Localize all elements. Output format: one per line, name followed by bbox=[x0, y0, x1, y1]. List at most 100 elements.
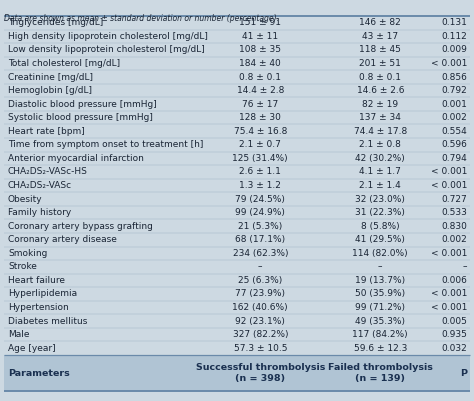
Bar bbox=[4, 301, 470, 314]
Text: 0.792: 0.792 bbox=[441, 86, 467, 95]
Text: Triglycerides [mg/dL]: Triglycerides [mg/dL] bbox=[8, 18, 103, 27]
Text: 162 (40.6%): 162 (40.6%) bbox=[232, 303, 288, 312]
Text: < 0.001: < 0.001 bbox=[430, 249, 467, 258]
Text: 0.001: 0.001 bbox=[441, 99, 467, 109]
Text: 99 (71.2%): 99 (71.2%) bbox=[356, 303, 405, 312]
Text: 125 (31.4%): 125 (31.4%) bbox=[232, 154, 288, 163]
Text: 184 ± 40: 184 ± 40 bbox=[239, 59, 281, 68]
Bar bbox=[4, 57, 470, 70]
Text: Anterior myocardial infarction: Anterior myocardial infarction bbox=[8, 154, 144, 163]
Text: Diabetes mellitus: Diabetes mellitus bbox=[8, 317, 87, 326]
Text: 8 (5.8%): 8 (5.8%) bbox=[361, 222, 400, 231]
Text: P: P bbox=[460, 369, 467, 377]
Text: 50 (35.9%): 50 (35.9%) bbox=[355, 290, 405, 298]
Text: 92 (23.1%): 92 (23.1%) bbox=[236, 317, 285, 326]
Text: 128 ± 30: 128 ± 30 bbox=[239, 113, 281, 122]
Text: 0.002: 0.002 bbox=[441, 235, 467, 244]
Text: Systolic blood pressure [mmHg]: Systolic blood pressure [mmHg] bbox=[8, 113, 153, 122]
Bar bbox=[4, 16, 470, 30]
Text: 201 ± 51: 201 ± 51 bbox=[359, 59, 401, 68]
Bar bbox=[4, 179, 470, 192]
Text: 2.1 ± 1.4: 2.1 ± 1.4 bbox=[359, 181, 401, 190]
Text: 57.3 ± 10.5: 57.3 ± 10.5 bbox=[234, 344, 287, 353]
Text: Total cholesterol [mg/dL]: Total cholesterol [mg/dL] bbox=[8, 59, 120, 68]
Bar bbox=[4, 314, 470, 328]
Text: 0.727: 0.727 bbox=[441, 194, 467, 204]
Text: < 0.001: < 0.001 bbox=[430, 59, 467, 68]
Text: Heart rate [bpm]: Heart rate [bpm] bbox=[8, 127, 85, 136]
Text: 59.6 ± 12.3: 59.6 ± 12.3 bbox=[354, 344, 407, 353]
Text: 0.005: 0.005 bbox=[441, 317, 467, 326]
Text: 114 (82.0%): 114 (82.0%) bbox=[353, 249, 408, 258]
Bar bbox=[4, 328, 470, 341]
Bar bbox=[4, 43, 470, 57]
Text: –: – bbox=[258, 262, 263, 271]
Text: 14.6 ± 2.6: 14.6 ± 2.6 bbox=[356, 86, 404, 95]
Bar bbox=[4, 260, 470, 273]
Bar bbox=[4, 70, 470, 84]
Bar bbox=[4, 192, 470, 206]
Text: 2.1 ± 0.7: 2.1 ± 0.7 bbox=[239, 140, 281, 149]
Text: 14.4 ± 2.8: 14.4 ± 2.8 bbox=[237, 86, 284, 95]
Bar bbox=[4, 287, 470, 301]
Bar bbox=[4, 30, 470, 43]
Text: Failed thrombolysis
(n = 139): Failed thrombolysis (n = 139) bbox=[328, 363, 433, 383]
Text: 0.830: 0.830 bbox=[441, 222, 467, 231]
Bar bbox=[4, 165, 470, 179]
Text: CHA₂DS₂-VASc-HS: CHA₂DS₂-VASc-HS bbox=[8, 168, 88, 176]
Text: 19 (13.7%): 19 (13.7%) bbox=[355, 276, 405, 285]
Text: Parameters: Parameters bbox=[8, 369, 70, 377]
Text: 74.4 ± 17.8: 74.4 ± 17.8 bbox=[354, 127, 407, 136]
Text: 146 ± 82: 146 ± 82 bbox=[359, 18, 401, 27]
Text: –: – bbox=[463, 262, 467, 271]
Text: Obesity: Obesity bbox=[8, 194, 43, 204]
Text: 43 ± 17: 43 ± 17 bbox=[362, 32, 398, 41]
Bar bbox=[4, 84, 470, 97]
Bar bbox=[4, 111, 470, 124]
Text: Hemoglobin [g/dL]: Hemoglobin [g/dL] bbox=[8, 86, 92, 95]
Text: 82 ± 19: 82 ± 19 bbox=[362, 99, 398, 109]
Text: 42 (30.2%): 42 (30.2%) bbox=[356, 154, 405, 163]
Bar bbox=[4, 219, 470, 233]
Text: 0.596: 0.596 bbox=[441, 140, 467, 149]
Text: Hyperlipidemia: Hyperlipidemia bbox=[8, 290, 77, 298]
Text: –: – bbox=[378, 262, 383, 271]
Text: 0.554: 0.554 bbox=[441, 127, 467, 136]
Text: Time from symptom onset to treatment [h]: Time from symptom onset to treatment [h] bbox=[8, 140, 203, 149]
Text: < 0.001: < 0.001 bbox=[430, 303, 467, 312]
Text: 0.794: 0.794 bbox=[441, 154, 467, 163]
Text: 4.1 ± 1.7: 4.1 ± 1.7 bbox=[359, 168, 401, 176]
Text: 117 (84.2%): 117 (84.2%) bbox=[353, 330, 408, 339]
Text: 118 ± 45: 118 ± 45 bbox=[359, 45, 401, 55]
Text: Heart failure: Heart failure bbox=[8, 276, 65, 285]
Text: Diastolic blood pressure [mmHg]: Diastolic blood pressure [mmHg] bbox=[8, 99, 157, 109]
Text: 0.533: 0.533 bbox=[441, 208, 467, 217]
Bar bbox=[4, 247, 470, 260]
Text: Stroke: Stroke bbox=[8, 262, 37, 271]
Text: Coronary artery bypass grafting: Coronary artery bypass grafting bbox=[8, 222, 153, 231]
Text: 137 ± 34: 137 ± 34 bbox=[359, 113, 401, 122]
Bar bbox=[4, 138, 470, 152]
Bar bbox=[4, 124, 470, 138]
Text: 0.8 ± 0.1: 0.8 ± 0.1 bbox=[239, 73, 281, 81]
Text: Creatinine [mg/dL]: Creatinine [mg/dL] bbox=[8, 73, 93, 81]
Text: CHA₂DS₂-VASc: CHA₂DS₂-VASc bbox=[8, 181, 72, 190]
Text: 76 ± 17: 76 ± 17 bbox=[242, 99, 278, 109]
Text: Successful thrombolysis
(n = 398): Successful thrombolysis (n = 398) bbox=[196, 363, 325, 383]
Bar bbox=[4, 233, 470, 247]
Text: 0.131: 0.131 bbox=[441, 18, 467, 27]
Text: Smoking: Smoking bbox=[8, 249, 47, 258]
Text: 0.8 ± 0.1: 0.8 ± 0.1 bbox=[359, 73, 401, 81]
Text: 49 (35.3%): 49 (35.3%) bbox=[356, 317, 405, 326]
Text: 25 (6.3%): 25 (6.3%) bbox=[238, 276, 283, 285]
Text: 31 (22.3%): 31 (22.3%) bbox=[356, 208, 405, 217]
Text: < 0.001: < 0.001 bbox=[430, 181, 467, 190]
Text: < 0.001: < 0.001 bbox=[430, 168, 467, 176]
Text: 0.112: 0.112 bbox=[441, 32, 467, 41]
Text: Hypertension: Hypertension bbox=[8, 303, 69, 312]
Text: 75.4 ± 16.8: 75.4 ± 16.8 bbox=[234, 127, 287, 136]
Text: 151 ± 91: 151 ± 91 bbox=[239, 18, 281, 27]
Text: 99 (24.9%): 99 (24.9%) bbox=[236, 208, 285, 217]
Text: 0.032: 0.032 bbox=[441, 344, 467, 353]
Text: High density lipoprotein cholesterol [mg/dL]: High density lipoprotein cholesterol [mg… bbox=[8, 32, 208, 41]
